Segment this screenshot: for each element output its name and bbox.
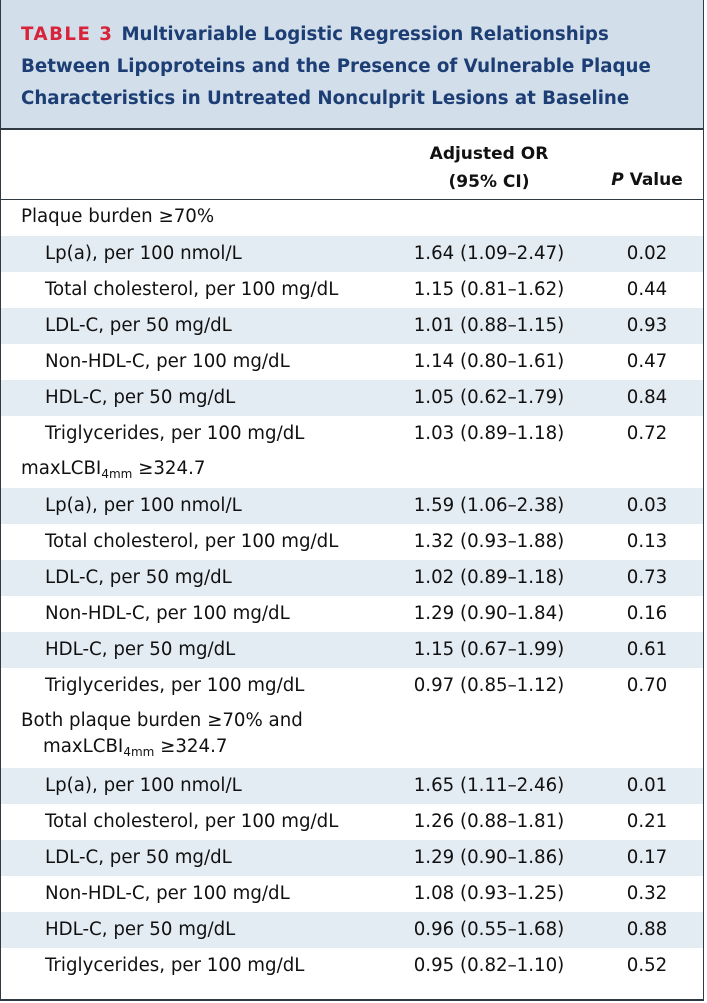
row-or: 1.01 (0.88–1.15) [413, 315, 565, 336]
row-or: 0.96 (0.55–1.68) [413, 919, 565, 940]
row-label: Total cholesterol, per 100 mg/dL [45, 811, 339, 832]
row-label: Total cholesterol, per 100 mg/dL [45, 279, 339, 300]
row-p: 0.03 [626, 495, 668, 516]
row-p: 0.32 [626, 883, 668, 904]
row-label: HDL-C, per 50 mg/dL [45, 639, 236, 660]
row-label: LDL-C, per 50 mg/dL [45, 567, 232, 588]
section-heading: maxLCBI4mm ≥324.7 [21, 456, 205, 482]
row-p: 0.17 [626, 847, 668, 868]
table-row: LDL-C, per 50 mg/dL 1.29 (0.90–1.86) 0.1… [1, 840, 703, 876]
row-p: 0.88 [626, 919, 668, 940]
row-label: Triglycerides, per 100 mg/dL [45, 423, 305, 444]
row-label: Lp(a), per 100 nmol/L [45, 775, 242, 796]
section-both: Both plaque burden ≥70% and maxLCBI4mm ≥… [1, 704, 703, 988]
section-heading-line1: Both plaque burden ≥70% and [21, 710, 303, 731]
row-p: 0.16 [626, 603, 668, 624]
row-label: Non-HDL-C, per 100 mg/dL [45, 351, 290, 372]
table-row: Lp(a), per 100 nmol/L 1.65 (1.11–2.46) 0… [1, 768, 703, 804]
row-p: 0.21 [626, 811, 668, 832]
row-label: Non-HDL-C, per 100 mg/dL [45, 603, 290, 624]
row-or: 0.95 (0.82–1.10) [413, 955, 565, 976]
table-row: Non-HDL-C, per 100 mg/dL 1.14 (0.80–1.61… [1, 344, 703, 380]
column-header-p-value: P Value [601, 166, 693, 194]
column-header-p-rest: Value [623, 170, 683, 190]
row-p: 0.84 [626, 387, 668, 408]
column-header-or-line2: (95% CI) [448, 172, 530, 192]
section-heading-sub: 4mm [123, 745, 155, 759]
row-label: HDL-C, per 50 mg/dL [45, 387, 236, 408]
row-p: 0.47 [626, 351, 668, 372]
table-row: LDL-C, per 50 mg/dL 1.01 (0.88–1.15) 0.9… [1, 308, 703, 344]
row-or: 1.32 (0.93–1.88) [413, 531, 565, 552]
table-row: Triglycerides, per 100 mg/dL 0.95 (0.82–… [1, 948, 703, 984]
row-p: 0.02 [626, 243, 668, 264]
row-or: 1.15 (0.67–1.99) [413, 639, 565, 660]
table-row: HDL-C, per 50 mg/dL 0.96 (0.55–1.68) 0.8… [1, 912, 703, 948]
table-row: LDL-C, per 50 mg/dL 1.02 (0.89–1.18) 0.7… [1, 560, 703, 596]
section-maxlcbi: maxLCBI4mm ≥324.7 Lp(a), per 100 nmol/L … [1, 452, 703, 704]
row-or: 1.05 (0.62–1.79) [413, 387, 565, 408]
row-p: 0.73 [626, 567, 668, 588]
table-row: Total cholesterol, per 100 mg/dL 1.15 (0… [1, 272, 703, 308]
row-or: 1.03 (0.89–1.18) [413, 423, 565, 444]
row-label: Triglycerides, per 100 mg/dL [45, 675, 305, 696]
row-label: Lp(a), per 100 nmol/L [45, 495, 242, 516]
table-title: TABLE 3 Multivariable Logistic Regression… [21, 19, 681, 115]
row-p: 0.61 [626, 639, 668, 660]
table-row: Non-HDL-C, per 100 mg/dL 1.08 (0.93–1.25… [1, 876, 703, 912]
row-p: 0.44 [626, 279, 668, 300]
section-heading-pre: maxLCBI [43, 736, 124, 757]
row-or: 1.08 (0.93–1.25) [413, 883, 565, 904]
row-label: Total cholesterol, per 100 mg/dL [45, 531, 339, 552]
row-or: 1.15 (0.81–1.62) [413, 279, 565, 300]
table-row: Non-HDL-C, per 100 mg/dL 1.29 (0.90–1.84… [1, 596, 703, 632]
row-label: LDL-C, per 50 mg/dL [45, 315, 232, 336]
row-p: 0.93 [626, 315, 668, 336]
table-row: Lp(a), per 100 nmol/L 1.59 (1.06–2.38) 0… [1, 488, 703, 524]
row-label: Non-HDL-C, per 100 mg/dL [45, 883, 290, 904]
table-row: HDL-C, per 50 mg/dL 1.15 (0.67–1.99) 0.6… [1, 632, 703, 668]
section-heading-line2: maxLCBI4mm ≥324.7 [21, 734, 303, 760]
column-header-adjusted-or: Adjusted OR (95% CI) [401, 140, 577, 196]
section-heading-post: ≥324.7 [154, 736, 228, 757]
row-or: 0.97 (0.85–1.12) [413, 675, 565, 696]
row-or: 1.29 (0.90–1.86) [413, 847, 565, 868]
section-heading: Plaque burden ≥70% [21, 206, 215, 227]
row-p: 0.13 [626, 531, 668, 552]
column-header-p-italic: P [611, 170, 624, 190]
table-row: HDL-C, per 50 mg/dL 1.05 (0.62–1.79) 0.8… [1, 380, 703, 416]
section-heading-post: ≥324.7 [132, 458, 206, 479]
row-or: 1.64 (1.09–2.47) [413, 243, 565, 264]
row-label: Triglycerides, per 100 mg/dL [45, 955, 305, 976]
table-row: Triglycerides, per 100 mg/dL 1.03 (0.89–… [1, 416, 703, 452]
table-title-text: Multivariable Logistic Regression Relati… [21, 24, 651, 109]
table-number-label: TABLE 3 [21, 24, 114, 45]
table-row: Total cholesterol, per 100 mg/dL 1.26 (0… [1, 804, 703, 840]
row-or: 1.02 (0.89–1.18) [413, 567, 565, 588]
row-label: LDL-C, per 50 mg/dL [45, 847, 232, 868]
table-row: Triglycerides, per 100 mg/dL 0.97 (0.85–… [1, 668, 703, 704]
row-or: 1.59 (1.06–2.38) [413, 495, 565, 516]
section-heading: Both plaque burden ≥70% and maxLCBI4mm ≥… [21, 708, 303, 760]
table-title-block: TABLE 3 Multivariable Logistic Regression… [1, 0, 703, 130]
column-header-row: Adjusted OR (95% CI) P Value [1, 130, 703, 200]
row-label: Lp(a), per 100 nmol/L [45, 243, 242, 264]
column-header-or-line1: Adjusted OR [429, 144, 549, 164]
row-p: 0.01 [626, 775, 668, 796]
row-or: 1.65 (1.11–2.46) [413, 775, 565, 796]
row-or: 1.14 (0.80–1.61) [413, 351, 565, 372]
row-or: 1.26 (0.88–1.81) [413, 811, 565, 832]
row-p: 0.72 [626, 423, 668, 444]
section-plaque-burden: Plaque burden ≥70% Lp(a), per 100 nmol/L… [1, 200, 703, 452]
row-or: 1.29 (0.90–1.84) [413, 603, 565, 624]
row-label: HDL-C, per 50 mg/dL [45, 919, 236, 940]
section-heading-pre: maxLCBI [21, 458, 102, 479]
table-row: Total cholesterol, per 100 mg/dL 1.32 (0… [1, 524, 703, 560]
row-p: 0.70 [626, 675, 668, 696]
table-row: Lp(a), per 100 nmol/L 1.64 (1.09–2.47) 0… [1, 236, 703, 272]
section-heading-sub: 4mm [101, 467, 133, 481]
row-p: 0.52 [626, 955, 668, 976]
